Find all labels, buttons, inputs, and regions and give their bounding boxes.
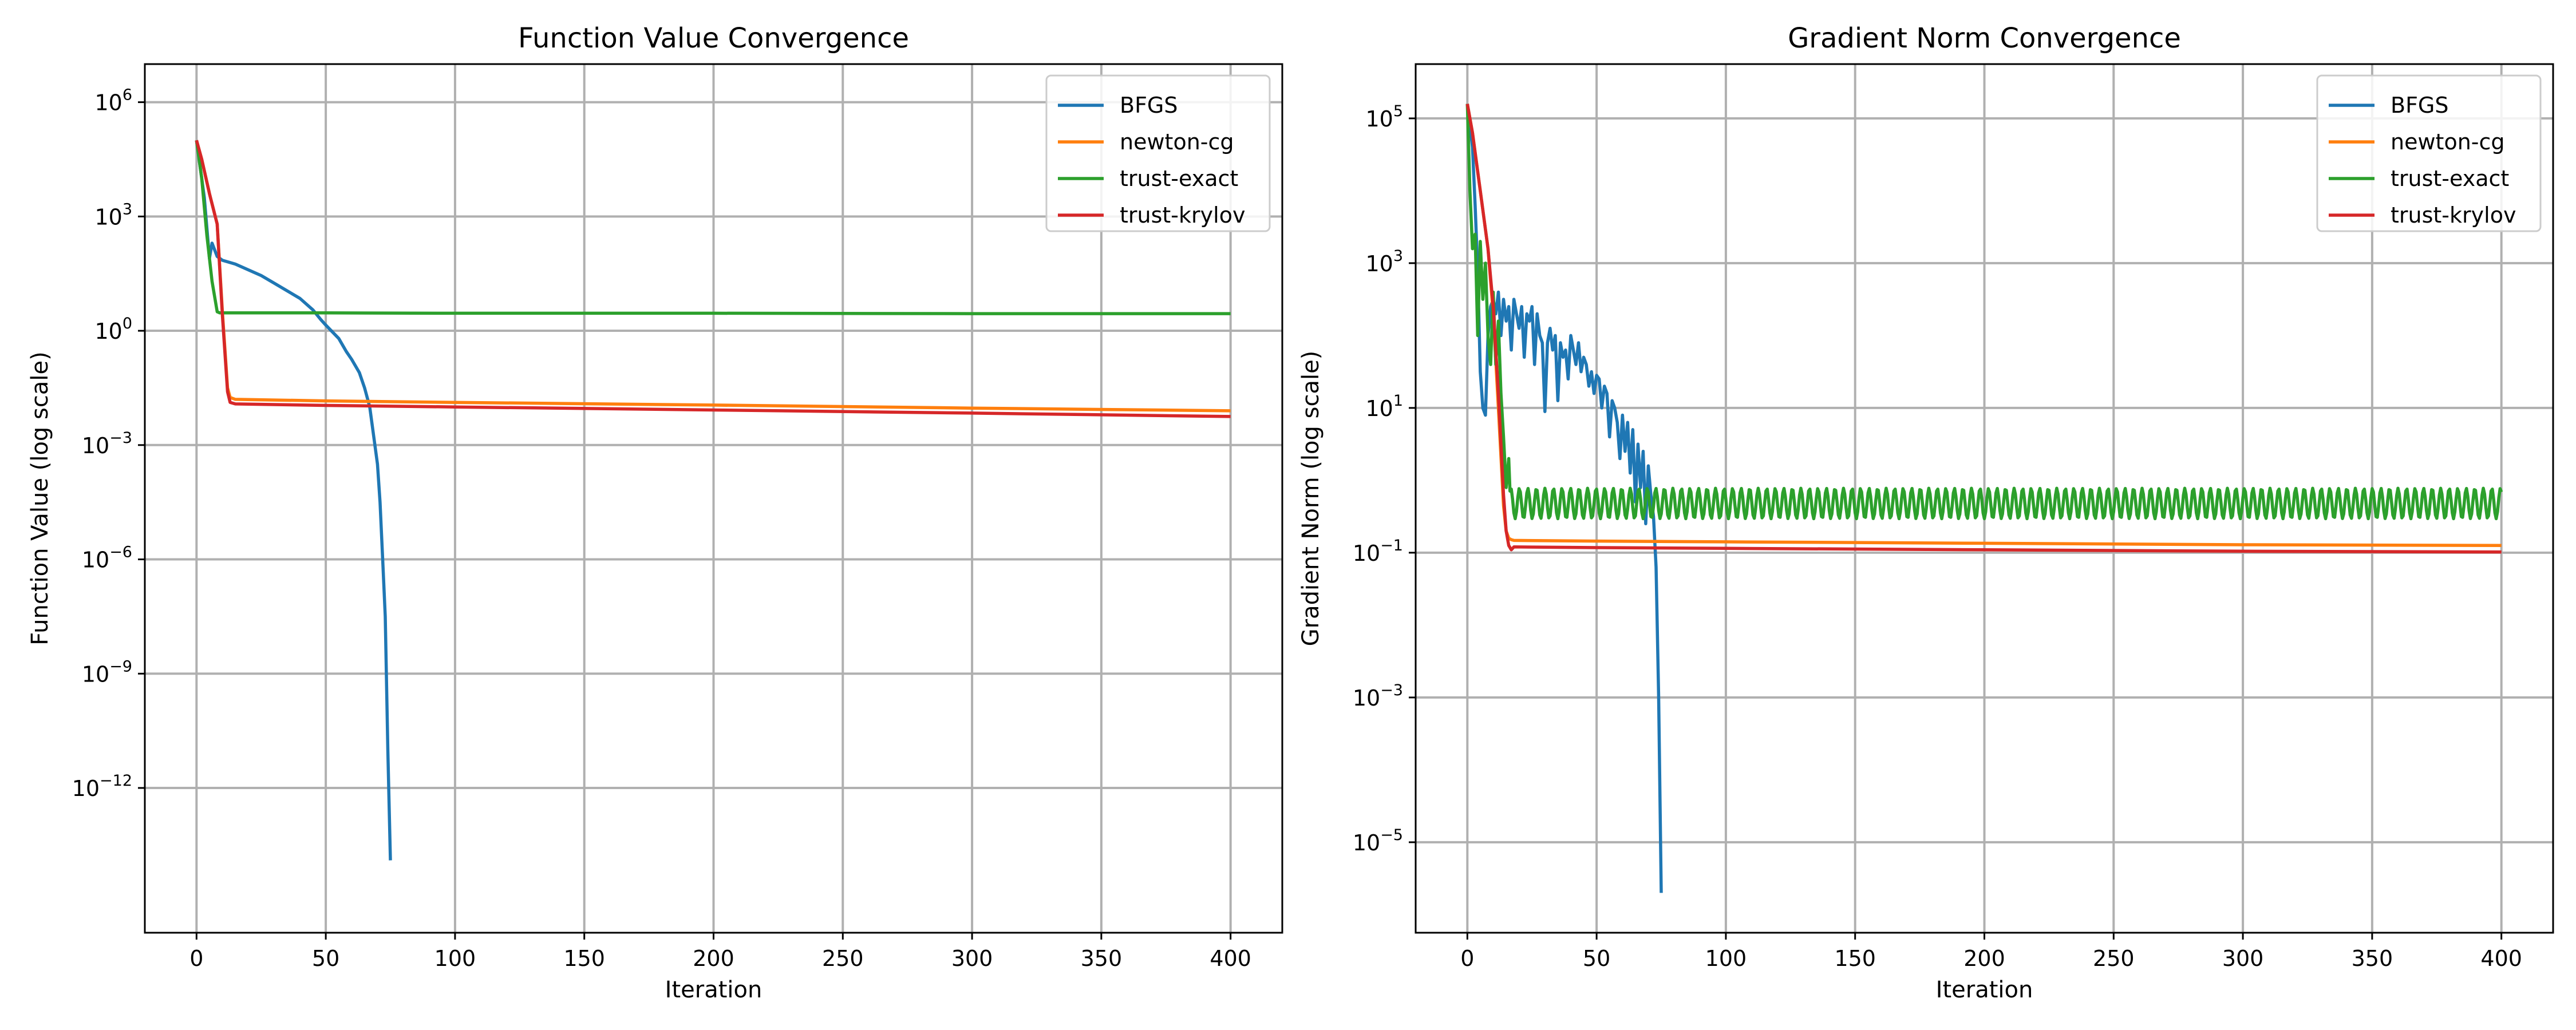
x-tick-label: 200 — [693, 946, 734, 971]
series-line-trust-krylov — [195, 140, 1231, 418]
chart-title: Gradient Norm Convergence — [1788, 22, 2181, 54]
y-tick-label: 100 — [94, 315, 132, 344]
series-line-trust-exact — [1465, 104, 2503, 521]
x-tick-label: 50 — [312, 946, 339, 971]
legend-label: trust-exact — [2391, 166, 2509, 191]
x-axis-label: Iteration — [1936, 977, 2033, 1003]
x-tick-label: 0 — [1460, 946, 1474, 971]
x-tick-label: 200 — [1963, 946, 2005, 971]
x-tick-label: 300 — [2222, 946, 2264, 971]
legend-label: newton-cg — [2391, 129, 2505, 154]
x-axis-label: Iteration — [665, 977, 762, 1003]
y-tick-label: 10−3 — [82, 429, 132, 458]
chart-title: Function Value Convergence — [518, 22, 909, 54]
x-tick-label: 400 — [2480, 946, 2522, 971]
x-tick-label: 250 — [822, 946, 864, 971]
x-tick-label: 400 — [1210, 946, 1251, 971]
gradient-norm-panel: 0 50 100 150 200 250 300 350 400 105 103 101 10−1 10−… — [1298, 22, 2554, 1003]
x-tick-label: 350 — [2352, 946, 2393, 971]
legend: BFGS newton-cg trust-exact trust-krylov — [1045, 74, 1271, 232]
legend-box — [2316, 74, 2542, 232]
legend-label: trust-krylov — [1120, 203, 1245, 228]
x-tick-label: 300 — [951, 946, 993, 971]
y-tick-label: 10−9 — [82, 657, 132, 687]
y-tick-label: 106 — [94, 86, 132, 116]
y-tick-label: 101 — [1365, 392, 1403, 421]
y-tick-label: 103 — [94, 200, 132, 229]
y-axis-label: Function Value (log scale) — [27, 351, 53, 645]
y-tick-label: 103 — [1365, 247, 1403, 276]
y-tick-label: 10−3 — [1353, 682, 1403, 711]
legend-label: trust-exact — [1120, 166, 1238, 191]
x-tick-label: 350 — [1081, 946, 1123, 971]
x-tick-label: 150 — [563, 946, 605, 971]
legend-box — [1045, 74, 1271, 232]
series-line-BFGS — [195, 140, 392, 861]
series-group — [195, 140, 1231, 861]
function-value-panel: 0 50 100 150 200 250 300 350 400 106 103 100 10−3 10−… — [27, 22, 1283, 1003]
series-line-BFGS — [1465, 104, 1663, 893]
y-tick-label: 10−1 — [1353, 537, 1403, 566]
x-tick-label: 100 — [1705, 946, 1747, 971]
legend-label: BFGS — [2391, 93, 2449, 118]
x-tick-label: 250 — [2093, 946, 2135, 971]
y-tick-label: 10−5 — [1353, 826, 1403, 855]
x-tick-label: 50 — [1583, 946, 1610, 971]
series-line-trust-krylov — [1465, 104, 2502, 554]
series-group — [1465, 104, 2503, 893]
y-tick-label: 105 — [1365, 102, 1403, 132]
y-tick-label: 10−12 — [72, 772, 132, 801]
x-tick-label: 0 — [189, 946, 203, 971]
legend-label: newton-cg — [1120, 129, 1234, 154]
y-tick-label: 10−6 — [82, 544, 132, 573]
legend-label: trust-krylov — [2391, 203, 2516, 228]
x-tick-label: 150 — [1834, 946, 1876, 971]
legend: BFGS newton-cg trust-exact trust-krylov — [2316, 74, 2542, 232]
legend-label: BFGS — [1120, 93, 1178, 118]
series-line-trust-exact — [195, 140, 1231, 315]
x-tick-label: 100 — [434, 946, 476, 971]
y-axis-label: Gradient Norm (log scale) — [1298, 351, 1324, 647]
